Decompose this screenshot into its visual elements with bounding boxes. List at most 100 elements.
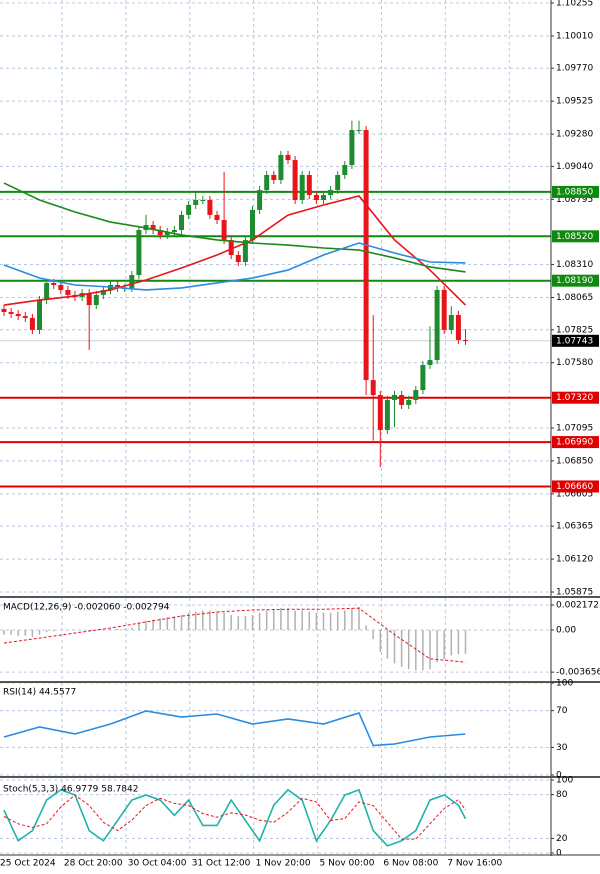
candle-body (129, 275, 135, 288)
indicator-line (3, 710, 466, 747)
candle-body (15, 314, 21, 317)
y-tick-label: 1.06365 (556, 522, 593, 532)
candle-body (93, 294, 99, 306)
y-tick-label: 1.06850 (556, 456, 593, 466)
candle-body (86, 293, 92, 306)
candle-body (193, 199, 199, 205)
y-tick-label: 0 (556, 849, 562, 859)
level-label-box (552, 391, 599, 404)
panel-separator (0, 681, 600, 683)
candle-body (164, 232, 170, 235)
candle-body (22, 316, 28, 318)
level-label: 1.06990 (556, 438, 593, 448)
y-tick-label: 100 (556, 776, 573, 786)
y-tick-label: 100 (556, 679, 573, 689)
y-tick-label: 1.09525 (556, 97, 593, 107)
x-tick-label: 6 Nov 08:00 (383, 859, 438, 869)
candle-body (179, 214, 184, 230)
candle-body (377, 395, 383, 430)
candle-body (100, 289, 106, 295)
candle-body (392, 395, 397, 400)
y-tick-label: 1.10010 (556, 31, 593, 41)
x-tick-label: 1 Nov 20:00 (256, 859, 311, 869)
candle-body (370, 380, 376, 396)
candle-body (349, 130, 355, 166)
candle-body (242, 240, 248, 262)
level-label: 1.07320 (556, 393, 593, 403)
x-tick-label: 7 Nov 16:00 (447, 859, 502, 869)
candle-body (207, 199, 213, 215)
indicator-line (3, 195, 467, 306)
candle-body (186, 204, 192, 215)
candle-body (285, 154, 291, 161)
candle-body (306, 174, 312, 196)
y-tick-label: 1.07095 (556, 423, 593, 433)
candle-body (228, 240, 234, 255)
indicator-line (3, 242, 466, 291)
candle-body (271, 174, 277, 180)
candle-body (278, 154, 284, 180)
level-label-box (552, 274, 599, 287)
y-tick-label: 1.07580 (556, 358, 593, 368)
candle-body (150, 225, 156, 230)
level-label-box (552, 436, 599, 449)
candle-body (335, 174, 341, 191)
panel-separator (0, 776, 600, 778)
marks-layer (0, 120, 551, 847)
level-label: 1.06660 (556, 482, 593, 492)
y-tick-label: 1.05875 (556, 588, 593, 598)
candle-body (384, 399, 390, 430)
indicator-line (3, 182, 466, 273)
panel-separator (0, 596, 600, 598)
x-tick-label: 25 Oct 2024 (0, 859, 56, 869)
candle-body (29, 317, 35, 330)
y-tick-label: 1.08310 (556, 260, 593, 270)
candle-body (264, 174, 270, 191)
candle-body (157, 229, 163, 235)
x-tick-label: 30 Oct 04:00 (128, 859, 187, 869)
candle-body (51, 282, 57, 285)
candle-body (37, 300, 42, 330)
level-label: 1.08520 (556, 232, 593, 242)
candle-body (257, 190, 263, 210)
candle-body (235, 255, 241, 262)
y-tick-label: 1.08795 (556, 195, 593, 205)
candle-body (313, 195, 319, 200)
candle-body (455, 314, 461, 340)
panel-title: MACD(12,26,9) -0.002060 -0.002794 (3, 603, 170, 613)
y-tick-label: 80 (556, 790, 568, 800)
level-label-box (552, 185, 599, 198)
x-tick-label: 31 Oct 12:00 (192, 859, 251, 869)
level-label: 1.08850 (556, 187, 593, 197)
candle-body (434, 289, 440, 361)
candle-body (448, 314, 454, 330)
candle-body (427, 360, 433, 366)
candle-body (58, 284, 64, 290)
candle-body (356, 130, 362, 132)
candle-body (8, 312, 14, 315)
y-tick-label: 0 (556, 771, 562, 781)
indicator-line (3, 788, 467, 847)
level-label-box (552, 480, 599, 493)
x-tick-label: 5 Nov 00:00 (320, 859, 375, 869)
candle-body (136, 229, 142, 276)
candle-body (214, 214, 220, 221)
grid-layer (0, 0, 551, 854)
candle-body (292, 160, 298, 200)
y-tick-label: -0.003656 (556, 668, 600, 678)
last-price-label: 1.07743 (556, 336, 593, 346)
y-tick-label: 20 (556, 834, 568, 844)
y-tick-label: 1.06605 (556, 489, 593, 499)
candle-body (250, 209, 255, 241)
candle-body (299, 174, 305, 200)
level-label: 1.08190 (556, 276, 593, 286)
candle-body (44, 282, 50, 301)
candle-body (328, 190, 334, 196)
y-tick-label: 1.10255 (556, 0, 593, 8)
panel-title: RSI(14) 44.5577 (3, 688, 76, 698)
y-tick-label: 0.00 (556, 626, 576, 636)
y-tick-label: 0.002172 (556, 601, 599, 611)
candle-body (1, 308, 7, 313)
